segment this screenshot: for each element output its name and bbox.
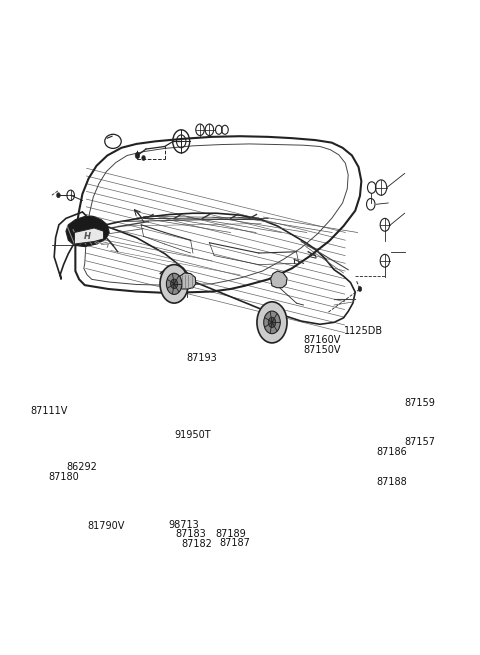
Text: 87182: 87182 [181, 540, 213, 550]
Polygon shape [66, 216, 109, 247]
Circle shape [167, 273, 182, 295]
Text: 87186: 87186 [376, 447, 407, 457]
Circle shape [257, 302, 287, 343]
Circle shape [142, 155, 145, 160]
Text: 87160V: 87160V [303, 335, 341, 345]
Polygon shape [74, 228, 104, 244]
Text: H: H [84, 232, 91, 241]
Text: 87193: 87193 [186, 353, 216, 364]
Circle shape [57, 193, 60, 198]
Circle shape [135, 152, 140, 159]
Text: 87183: 87183 [175, 529, 206, 539]
Text: 1125DB: 1125DB [344, 326, 383, 336]
Polygon shape [178, 273, 196, 289]
Text: 87157: 87157 [405, 437, 436, 447]
Circle shape [160, 265, 188, 303]
Polygon shape [271, 271, 287, 288]
Text: 81790V: 81790V [87, 521, 125, 531]
Text: 98713: 98713 [168, 520, 199, 530]
Text: 87150V: 87150V [303, 345, 341, 355]
Circle shape [358, 286, 362, 291]
Circle shape [268, 317, 276, 328]
Text: 87159: 87159 [405, 398, 435, 408]
Circle shape [264, 311, 280, 333]
Text: 87188: 87188 [376, 477, 407, 487]
Circle shape [170, 279, 178, 289]
Text: 87111V: 87111V [31, 406, 68, 416]
Text: 91950T: 91950T [174, 430, 211, 440]
Text: 87187: 87187 [219, 538, 250, 548]
Text: 87189: 87189 [216, 529, 246, 539]
Text: 87180: 87180 [48, 472, 79, 482]
Text: 86292: 86292 [66, 462, 97, 472]
